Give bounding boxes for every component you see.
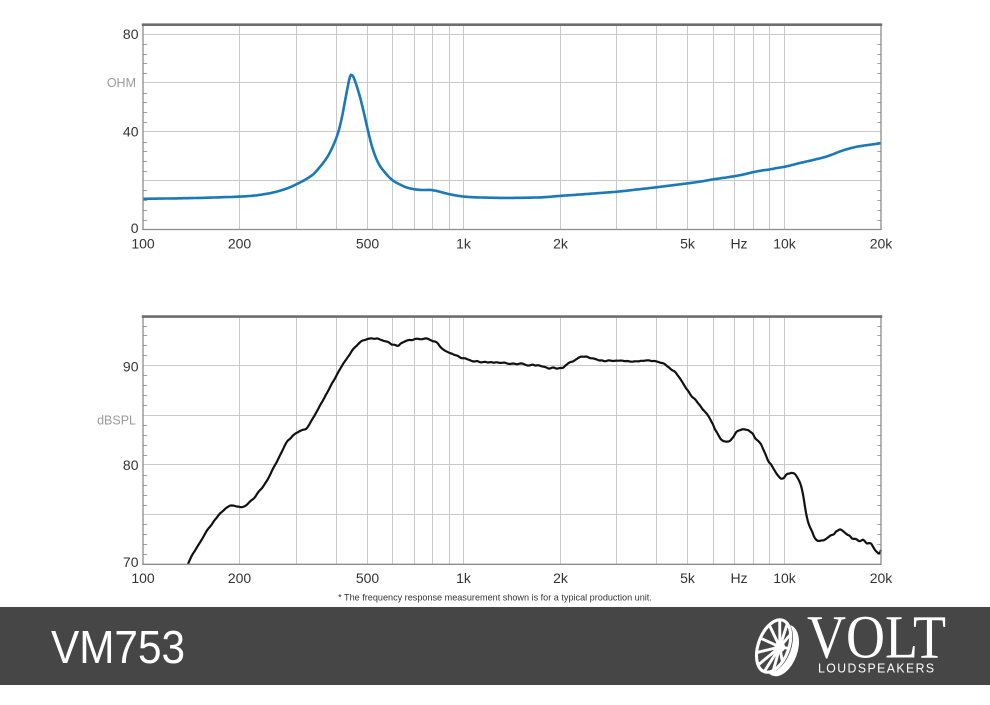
svg-text:80: 80 <box>123 26 139 42</box>
svg-text:Hz: Hz <box>730 570 747 586</box>
svg-text:100: 100 <box>131 570 155 586</box>
svg-text:500: 500 <box>356 570 380 586</box>
svg-text:0: 0 <box>131 220 139 236</box>
svg-text:10k: 10k <box>773 236 797 252</box>
svg-text:5k: 5k <box>680 570 696 586</box>
svg-text:VOLT: VOLT <box>807 605 946 672</box>
svg-text:5k: 5k <box>680 236 696 252</box>
svg-text:90: 90 <box>123 358 139 374</box>
svg-text:2k: 2k <box>553 236 569 252</box>
svg-text:Hz: Hz <box>730 236 747 252</box>
svg-text:200: 200 <box>228 236 252 252</box>
svg-text:500: 500 <box>356 236 380 252</box>
svg-text:100: 100 <box>131 236 155 252</box>
svg-text:* The frequency response measu: * The frequency response measurement sho… <box>338 592 652 602</box>
svg-text:2k: 2k <box>553 570 569 586</box>
svg-text:200: 200 <box>228 570 252 586</box>
svg-text:VM753: VM753 <box>51 621 185 673</box>
svg-text:LOUDSPEAKERS: LOUDSPEAKERS <box>818 661 936 675</box>
svg-text:70: 70 <box>123 554 139 570</box>
svg-text:OHM: OHM <box>107 76 136 90</box>
svg-text:1k: 1k <box>456 570 472 586</box>
svg-text:dBSPL: dBSPL <box>97 413 136 427</box>
svg-text:10k: 10k <box>773 570 797 586</box>
svg-text:1k: 1k <box>456 236 472 252</box>
svg-text:40: 40 <box>123 124 139 140</box>
svg-text:80: 80 <box>123 457 139 473</box>
svg-text:20k: 20k <box>870 570 894 586</box>
svg-text:20k: 20k <box>870 236 894 252</box>
